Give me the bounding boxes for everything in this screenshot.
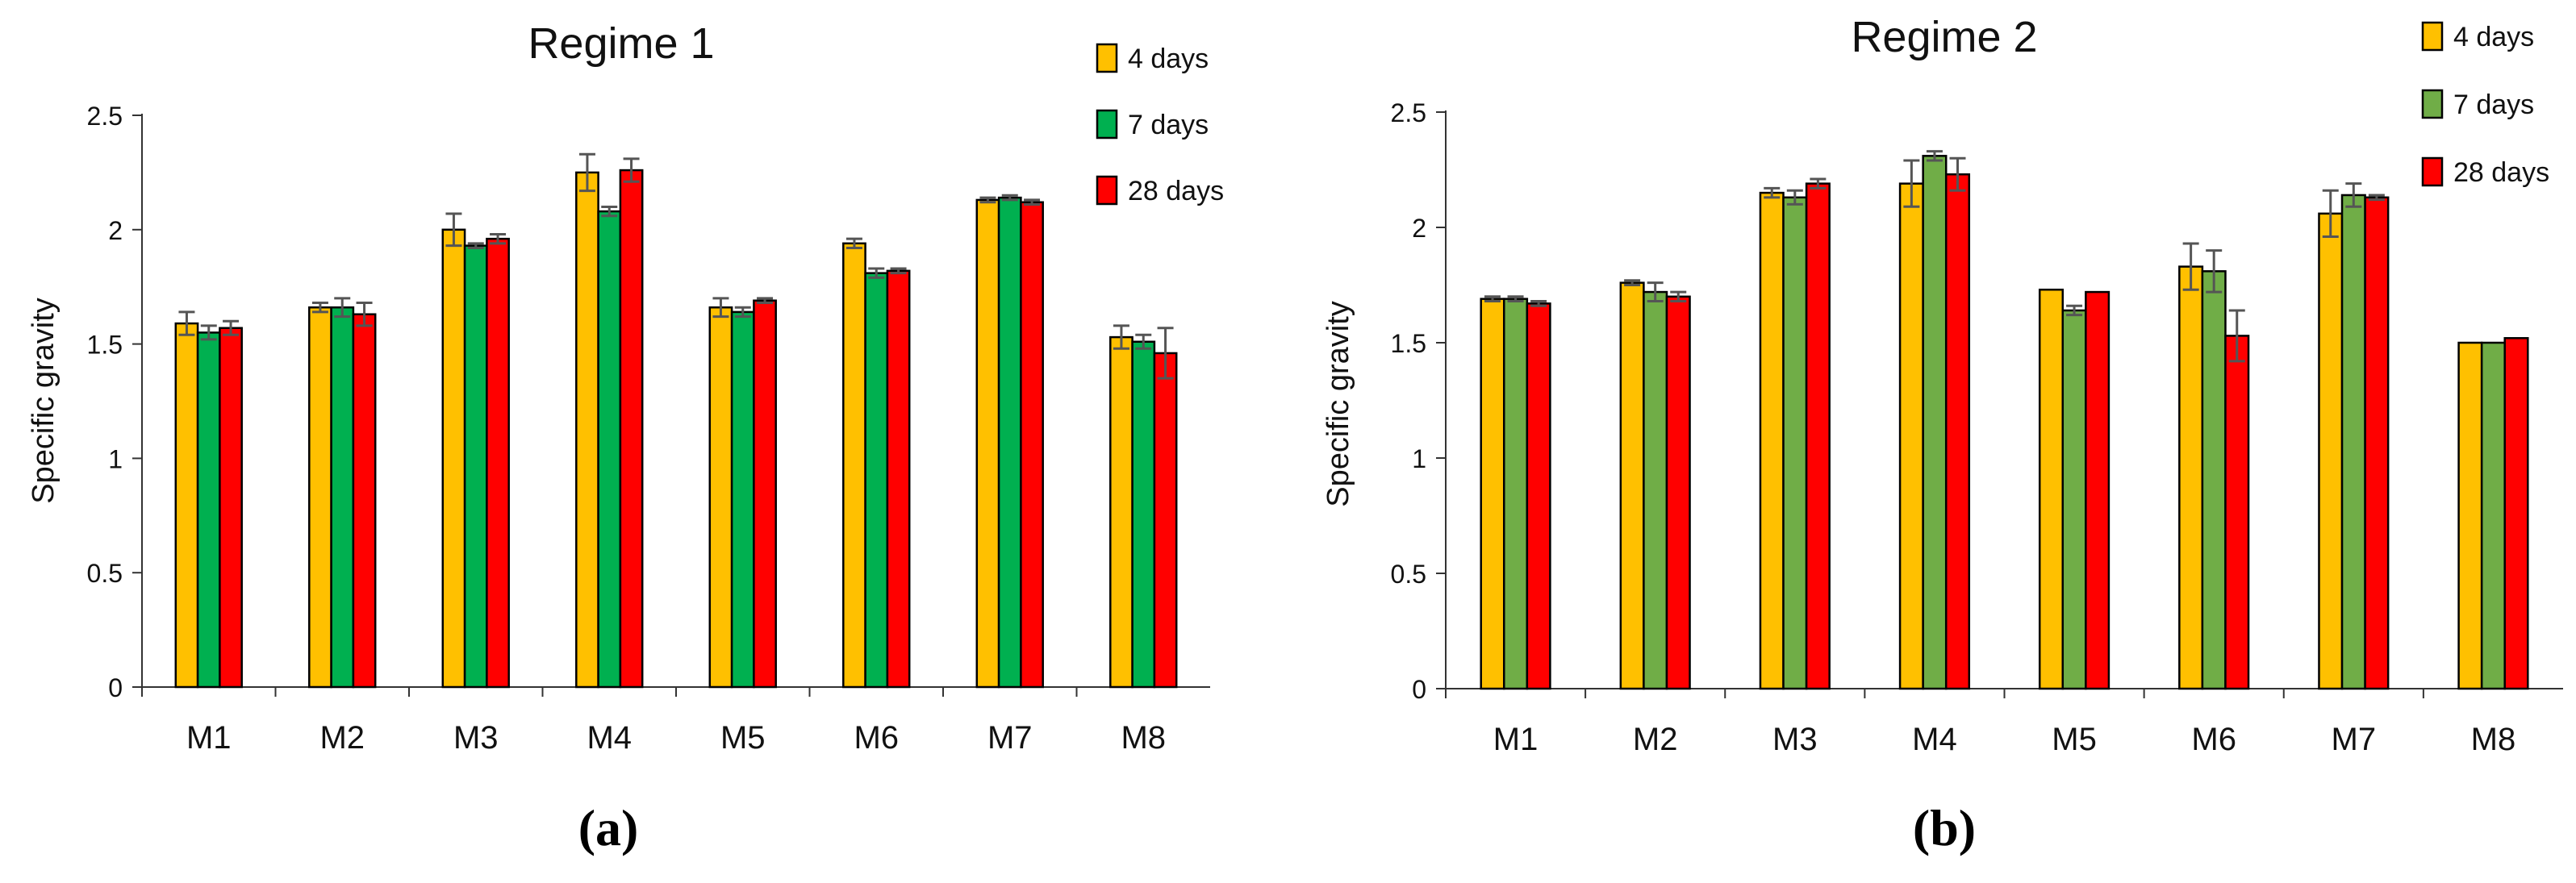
chart-1-bar-m3-28-days [1805, 182, 1831, 690]
chart-0-bar-m7-7-days [997, 196, 1022, 689]
chart-0-y-tick-label: 0 [108, 673, 123, 702]
chart-1-title: Regime 2 [1851, 13, 2037, 61]
chart-0-bar-m1-28-days [219, 327, 243, 689]
chart-0-x-tick-label-m1: M1 [186, 720, 232, 756]
chart-0-bar-m2-7-days [330, 306, 355, 689]
chart-0-bar-m8-28-days [1153, 352, 1178, 689]
chart-1-bar-m8-4-days [2457, 341, 2483, 690]
chart-1-bar-m7-4-days [2318, 212, 2344, 690]
chart-panel-a: Regime 1 Specific gravity 0 0.5 1 1.5 2 2.5 M1 M2… [27, 19, 1224, 856]
chart-1-y-tick-label: 1 [1412, 444, 1426, 473]
chart-0-bar-m2-4-days [308, 306, 332, 689]
chart-0-bar-m8-4-days [1109, 335, 1134, 689]
chart-1-x-tick-label-m3: M3 [1772, 722, 1818, 757]
chart-1-bar-m8-7-days [2480, 341, 2506, 690]
chart-0-y-tick-label: 1.5 [87, 331, 123, 360]
chart-0-x-tick-label-m7: M7 [987, 720, 1033, 756]
chart-panel-b: Regime 2 Specific gravity 0 0.5 1 1.5 2 2.5 M1 M2… [1288, 0, 2576, 883]
chart-1-bar-m3-4-days [1759, 191, 1785, 690]
chart-0-bar-m7-28-days [1020, 201, 1044, 689]
chart-0-bar-m6-4-days [842, 242, 866, 689]
chart-a-svg: Regime 1 Specific gravity 0 0.5 1 1.5 2 2.5 M1 M2… [27, 19, 1224, 856]
chart-1-legend-label-7-days: 7 days [2453, 90, 2534, 120]
chart-1-bar-m5-4-days [2038, 288, 2065, 690]
chart-1-x-tick-label-m4: M4 [1912, 722, 1957, 757]
chart-1-bar-m1-4-days [1480, 298, 1505, 690]
chart-1-legend-swatch-7-days [2421, 89, 2444, 119]
chart-1-bar-m7-28-days [2364, 196, 2390, 690]
chart-1-y-tick-label: 0 [1412, 675, 1426, 704]
chart-1-bar-m5-7-days [2061, 309, 2087, 690]
chart-1-bar-m2-4-days [1619, 281, 1645, 690]
chart-0-bar-m4-4-days [575, 171, 599, 689]
chart-0-bar-m5-4-days [708, 306, 733, 689]
chart-0-bar-m2-28-days [352, 313, 377, 689]
chart-0-bar-m3-7-days [463, 244, 488, 689]
chart-0-bar-m3-4-days [441, 228, 466, 689]
chart-0-x-tick-label-m4: M4 [587, 720, 632, 756]
chart-1-bar-m5-28-days [2085, 290, 2110, 690]
chart-1-bar-m4-28-days [1944, 173, 1971, 690]
chart-0-y-tick-label: 2.5 [87, 102, 123, 131]
chart-0-bar-m4-7-days [597, 210, 622, 689]
chart-1-y-tick-label: 2.5 [1391, 98, 1426, 127]
chart-0-x-tick-label-m8: M8 [1121, 720, 1166, 756]
chart-0-y-tick-label: 2 [108, 216, 123, 245]
chart-0-bar-m5-28-days [753, 299, 777, 689]
chart-0-x-tick-label-m2: M2 [319, 720, 365, 756]
chart-0-legend-label-28-days: 28 days [1128, 176, 1224, 206]
chart-0-y-tick-label: 0.5 [87, 559, 123, 588]
chart-1-y-axis-label: Specific gravity [1321, 301, 1355, 507]
chart-1-y-tick-label: 2 [1412, 214, 1426, 243]
chart-0-bar-m3-28-days [486, 237, 510, 689]
chart-1-x-tick-label-m5: M5 [2052, 722, 2097, 757]
chart-0-legend-swatch-28-days [1096, 175, 1118, 206]
chart-1-legend-label-4-days: 4 days [2453, 22, 2534, 52]
chart-1-y-tick-label: 1.5 [1391, 329, 1426, 358]
chart-0-bar-m8-7-days [1131, 340, 1156, 689]
chart-0-x-tick-label-m3: M3 [453, 720, 499, 756]
chart-1-bar-m7-7-days [2340, 194, 2366, 690]
chart-1-bar-m6-28-days [2224, 335, 2250, 690]
chart-1-x-tick-label-m8: M8 [2471, 722, 2516, 757]
chart-0-y-axis-label: Specific gravity [27, 298, 61, 504]
chart-1-bar-m3-7-days [1782, 196, 1808, 690]
chart-1-bar-m8-28-days [2503, 337, 2529, 690]
chart-1-legend-swatch-4-days [2421, 21, 2444, 52]
chart-1-x-tick-label-m7: M7 [2332, 722, 2377, 757]
chart-0-x-tick-label-m5: M5 [720, 720, 766, 756]
chart-1-bar-m2-28-days [1665, 295, 1691, 690]
chart-0-bar-m1-7-days [196, 331, 221, 689]
chart-0-bar-m4-28-days [619, 169, 644, 689]
chart-1-x-tick-label-m2: M2 [1633, 722, 1678, 757]
chart-1-bar-m1-7-days [1503, 298, 1529, 690]
chart-1-x-tick-label-m1: M1 [1493, 722, 1539, 757]
chart-1-x-tick-label-m6: M6 [2191, 722, 2236, 757]
chart-0-legend-label-7-days: 7 days [1128, 110, 1209, 140]
chart-0-bar-m6-7-days [864, 272, 889, 689]
chart-0-y-tick-label: 1 [108, 444, 123, 473]
chart-0-bar-m1-4-days [174, 322, 199, 689]
chart-1-bar-m4-7-days [1922, 155, 1948, 690]
chart-b-svg: Regime 2 Specific gravity 0 0.5 1 1.5 2 2.5 M1 M2… [1321, 13, 2563, 856]
chart-0-legend-swatch-7-days [1096, 109, 1118, 140]
chart-1-bar-m2-7-days [1643, 290, 1668, 690]
chart-1-bar-m6-4-days [2178, 265, 2204, 690]
chart-0-panel-label: (a) [578, 799, 639, 856]
chart-0-x-tick-label-m6: M6 [854, 720, 899, 756]
chart-1-bar-m1-28-days [1526, 302, 1551, 690]
chart-1-bar-m6-7-days [2201, 270, 2227, 690]
chart-0-bar-m5-7-days [730, 310, 755, 689]
chart-0-legend-label-4-days: 4 days [1128, 44, 1209, 74]
chart-1-legend-label-28-days: 28 days [2453, 157, 2549, 188]
chart-0-title: Regime 1 [528, 19, 714, 68]
chart-0-bar-m7-4-days [975, 198, 1000, 689]
chart-1-panel-label: (b) [1913, 799, 1976, 856]
chart-1-y-tick-label: 0.5 [1391, 560, 1426, 589]
chart-1-bar-m4-4-days [1898, 182, 1924, 690]
chart-0-legend-swatch-4-days [1096, 43, 1118, 73]
chart-0-bar-m6-28-days [886, 269, 911, 689]
chart-1-legend-swatch-28-days [2421, 156, 2444, 187]
